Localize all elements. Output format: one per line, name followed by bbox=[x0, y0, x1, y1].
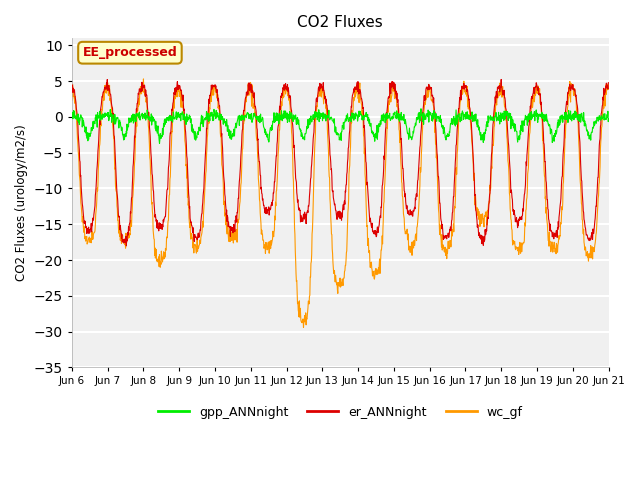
Y-axis label: CO2 Fluxes (urology/m2/s): CO2 Fluxes (urology/m2/s) bbox=[15, 124, 28, 281]
Text: EE_processed: EE_processed bbox=[83, 46, 177, 59]
Title: CO2 Fluxes: CO2 Fluxes bbox=[298, 15, 383, 30]
Legend: gpp_ANNnight, er_ANNnight, wc_gf: gpp_ANNnight, er_ANNnight, wc_gf bbox=[153, 401, 528, 424]
